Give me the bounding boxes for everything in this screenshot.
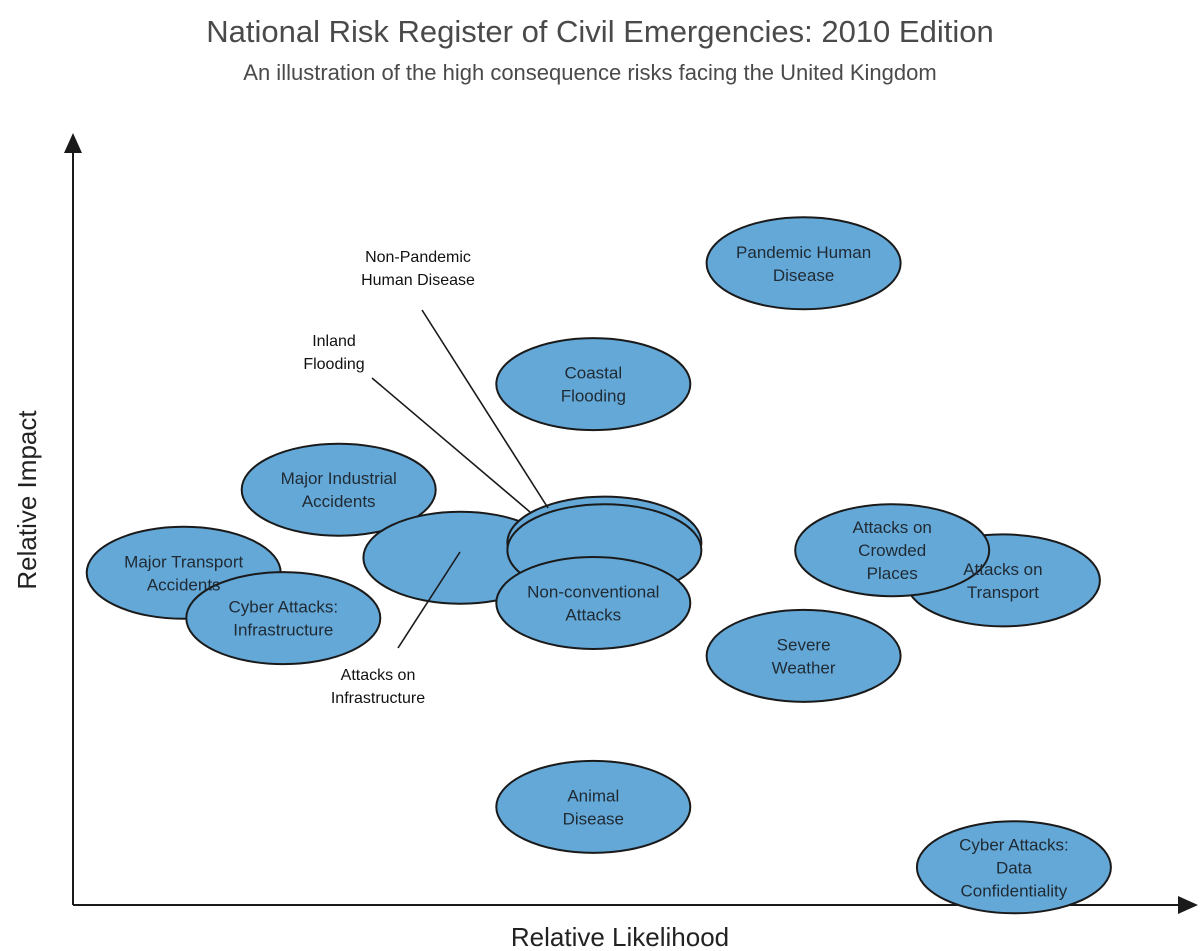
label-attacks-on-crowded-places: Attacks on Crowded Places: [853, 518, 932, 583]
leader-attacks-on-infrastructure: [397, 551, 461, 649]
bubble-coastal-flooding: [495, 337, 692, 432]
bubble-non-conventional-attacks: [495, 556, 692, 650]
label-line: Attacks on: [963, 560, 1042, 579]
label-line: Accidents: [302, 492, 376, 511]
risk-labels: Pandemic Human Disease Coastal Flooding Majo…: [124, 243, 1069, 901]
label-line: Data: [996, 858, 1032, 877]
label-line: Places: [867, 564, 918, 583]
label-line: Transport: [967, 583, 1039, 602]
label-line: Major Industrial: [281, 469, 397, 488]
label-line: Confidentiality: [961, 881, 1068, 900]
label-line: Coastal: [564, 364, 622, 383]
bubble-attacks-on-crowded-places: [794, 503, 991, 598]
x-axis-label: Relative Likelihood: [511, 922, 729, 951]
label-line: Pandemic Human: [736, 243, 871, 262]
leader-inland-flooding: [371, 377, 531, 513]
label-line: Disease: [563, 809, 624, 828]
label-line: Crowded: [858, 541, 926, 560]
bubble-severe-weather: [705, 608, 902, 703]
chart-title: National Risk Register of Civil Emergenc…: [206, 14, 993, 49]
label-line: Flooding: [561, 387, 626, 406]
callout-line: Infrastructure: [331, 690, 425, 707]
bubble-pandemic-human-disease: [705, 216, 902, 311]
leader-non-pandemic-human-disease: [421, 309, 549, 509]
label-line: Weather: [772, 658, 836, 677]
bubble-cyber-attacks-infrastructure: [185, 571, 382, 666]
callout-line: Inland: [312, 333, 356, 350]
callout-line: Human Disease: [361, 272, 475, 289]
bubble-cyber-attacks-data-confidentiality: [915, 820, 1112, 915]
label-line: Severe: [777, 635, 831, 654]
label-line: Major Transport: [124, 552, 243, 571]
x-axis-arrow-icon: [1178, 896, 1198, 914]
label-line: Accidents: [147, 575, 221, 594]
label-non-conventional-attacks: Non-conventional Attacks: [527, 583, 659, 625]
label-pandemic-human-disease: Pandemic Human Disease: [736, 243, 871, 285]
label-line: Cyber Attacks:: [959, 835, 1069, 854]
label-line: Infrastructure: [233, 621, 333, 640]
label-major-transport-accidents: Major Transport Accidents: [124, 552, 243, 594]
label-major-industrial-accidents: Major Industrial Accidents: [281, 469, 397, 511]
callout-inland-flooding: Inland Flooding: [303, 333, 364, 373]
label-attacks-on-transport: Attacks on Transport: [963, 560, 1042, 602]
bubble-major-industrial-accidents: [240, 442, 437, 537]
callout-attacks-on-infrastructure: Attacks on Infrastructure: [331, 667, 425, 707]
label-cyber-attacks-data-confidentiality: Cyber Attacks: Data Confidentiality: [959, 835, 1069, 900]
label-severe-weather: Severe Weather: [772, 635, 836, 677]
callout-leaders: [371, 309, 549, 649]
label-animal-disease: Animal Disease: [563, 786, 624, 828]
chart-subtitle: An illustration of the high consequence …: [243, 60, 936, 85]
callout-line: Non-Pandemic: [365, 249, 471, 266]
label-line: Cyber Attacks:: [228, 598, 338, 617]
y-axis-arrow-icon: [64, 133, 82, 153]
callout-line: Flooding: [303, 356, 364, 373]
label-line: Animal: [567, 786, 619, 805]
bubble-animal-disease: [495, 759, 692, 854]
risk-bubbles: [85, 216, 1112, 915]
label-coastal-flooding: Coastal Flooding: [561, 364, 626, 406]
label-line: Attacks on: [853, 518, 932, 537]
label-line: Disease: [773, 266, 834, 285]
label-line: Non-conventional: [527, 583, 659, 602]
y-axis-label: Relative Impact: [12, 410, 42, 590]
callout-non-pandemic-human-disease: Non-Pandemic Human Disease: [361, 249, 475, 289]
label-line: Attacks: [565, 606, 621, 625]
label-cyber-attacks-infrastructure: Cyber Attacks: Infrastructure: [228, 598, 338, 640]
callout-line: Attacks on: [341, 667, 416, 684]
